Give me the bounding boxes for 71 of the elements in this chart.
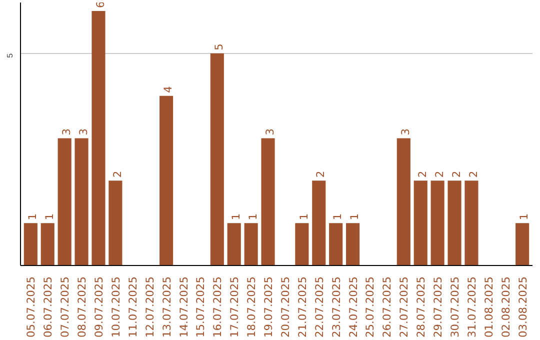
bar (74, 138, 88, 266)
data-label: 2 (432, 170, 446, 178)
x-tick-label: 11.07.2025 (126, 276, 140, 338)
x-tick-label: 16.07.2025 (211, 276, 224, 338)
x-tick-label: 25.07.2025 (364, 276, 377, 338)
data-label: 4 (162, 86, 175, 93)
x-tick-label: 27.07.2025 (398, 276, 411, 338)
bar (244, 223, 258, 266)
bar (516, 223, 530, 266)
bar (295, 223, 309, 266)
bar (210, 53, 224, 266)
x-tick-label: 06.07.2025 (42, 276, 55, 338)
x-tick-label: 01.08.2025 (482, 276, 496, 338)
bar (312, 180, 326, 266)
x-tick-label: 29.07.2025 (432, 276, 445, 338)
x-tick-label: 23.07.2025 (330, 276, 343, 338)
x-tick-label: 09.07.2025 (92, 276, 106, 338)
bar (346, 223, 360, 266)
bar (108, 180, 122, 266)
data-label: 1 (331, 213, 344, 220)
data-label: 3 (76, 128, 90, 136)
x-tick-label: 05.07.2025 (24, 276, 38, 338)
data-label: 5 (212, 44, 226, 50)
x-tick-label: 28.07.2025 (414, 276, 428, 338)
data-label: 3 (399, 128, 412, 136)
bar (430, 180, 444, 266)
data-label: 1 (297, 213, 310, 220)
data-label: 2 (466, 170, 480, 178)
data-label: 1 (42, 213, 56, 220)
data-label: 3 (263, 128, 276, 136)
x-tick-label: 17.07.2025 (228, 276, 242, 338)
x-tick-label: 22.07.2025 (312, 276, 326, 338)
bar (40, 223, 54, 266)
x-tick-label: 12.07.2025 (143, 276, 156, 338)
bar (58, 138, 72, 266)
data-label: 2 (450, 170, 463, 178)
data-label: 1 (26, 213, 40, 220)
data-label: 1 (246, 213, 260, 220)
bar (227, 223, 241, 266)
x-tick-label: 14.07.2025 (177, 276, 190, 338)
x-tick-label: 31.07.2025 (465, 276, 478, 338)
x-tick-label: 15.07.2025 (194, 276, 208, 338)
bar (160, 96, 174, 266)
x-tick-label: 20.07.2025 (278, 276, 292, 338)
bar (396, 138, 410, 266)
bar (329, 223, 343, 266)
x-tick-label: 02.08.2025 (499, 276, 512, 338)
x-tick-label: 10.07.2025 (109, 276, 122, 338)
x-tick-label: 18.07.2025 (245, 276, 258, 338)
x-tick-label: 24.07.2025 (346, 276, 360, 338)
x-tick-label: 03.08.2025 (516, 276, 530, 338)
x-tick-label: 19.07.2025 (262, 276, 276, 338)
data-label: 2 (110, 170, 124, 178)
x-tick-label: 30.07.2025 (448, 276, 462, 338)
x-tick-label: 08.07.2025 (76, 276, 89, 338)
x-tick-label: 13.07.2025 (160, 276, 174, 338)
bar (414, 180, 428, 266)
bar (24, 223, 38, 266)
x-tick-label: 21.07.2025 (296, 276, 309, 338)
bar (261, 138, 275, 266)
data-label: 2 (416, 170, 429, 178)
bar (464, 180, 478, 266)
bar (448, 180, 462, 266)
data-label: 1 (229, 213, 242, 220)
x-tick-label: 07.07.2025 (58, 276, 72, 338)
bar (92, 10, 106, 266)
data-label: 3 (60, 128, 73, 136)
data-label: 1 (518, 213, 531, 220)
data-label: 1 (348, 213, 362, 220)
x-tick-label: 26.07.2025 (380, 276, 394, 338)
data-label: 2 (314, 170, 328, 178)
